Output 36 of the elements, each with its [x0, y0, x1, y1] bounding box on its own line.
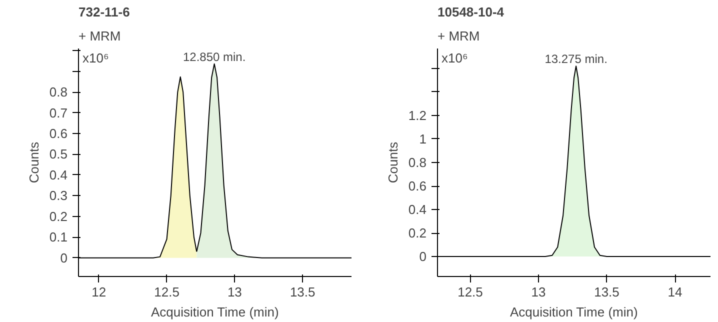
annotation: x10⁶ [442, 50, 468, 66]
x-tick-label: 13.5 [594, 284, 620, 300]
y-tick-label: 0.6 [49, 126, 68, 141]
x-tick-label: 12.5 [154, 284, 180, 300]
chart-title: 732-11-6 [78, 4, 130, 20]
y-axis-title: Counts [26, 141, 42, 184]
y-tick-label: 0.4 [408, 202, 427, 218]
y-tick-label: 0.8 [408, 155, 427, 170]
y-tick-label: 0 [60, 250, 68, 266]
x-tick-label: 13 [227, 284, 242, 300]
y-tick-label: 0 [419, 249, 427, 264]
y-axis-title: Counts [385, 141, 400, 184]
y-tick-label: 0.5 [49, 146, 68, 162]
y-tick-label: 0.8 [49, 84, 68, 100]
x-tick-label: 13 [531, 284, 546, 300]
x-tick-label: 12 [92, 284, 106, 300]
y-tick-label: 0.2 [49, 208, 68, 224]
y-tick-label: 1 [419, 131, 427, 146]
y-tick-label: 0.2 [408, 226, 427, 241]
x-tick-label: 12.5 [458, 284, 483, 300]
y-tick-label: 0.7 [49, 105, 68, 120]
text: + MRM [78, 28, 121, 44]
annotation: 12.850 min. [182, 50, 246, 64]
y-tick-label: 0.1 [49, 230, 68, 245]
annotation: x10⁶ [82, 50, 109, 66]
y-tick-label: 1.2 [408, 108, 427, 123]
x-tick-label: 14 [668, 284, 682, 300]
y-tick-label: 0.3 [49, 188, 68, 204]
x-axis-title: Acquisition Time (min) [150, 304, 279, 320]
y-tick-label: 0.4 [49, 167, 68, 182]
y-tick-label: 0.6 [408, 178, 427, 194]
chart-title: 10548-10-4 [438, 4, 505, 20]
x-axis-title: Acquisition Time (min) [510, 304, 638, 320]
text: + MRM [438, 28, 480, 44]
annotation: 13.275 min. [544, 52, 608, 66]
x-tick-label: 13.5 [290, 284, 316, 300]
